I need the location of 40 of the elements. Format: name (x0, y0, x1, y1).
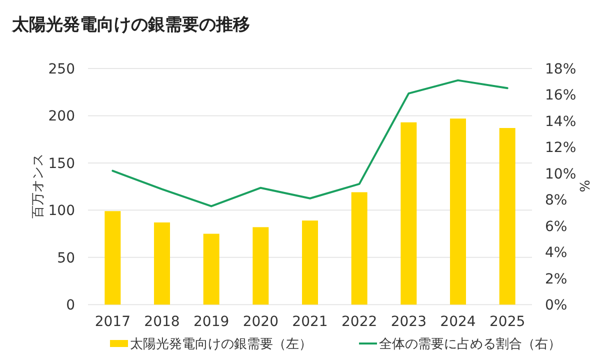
y-tick-label: 50 (57, 250, 75, 266)
y2-tick-label: 18% (545, 62, 576, 78)
x-tick-label: 2023 (390, 314, 426, 330)
chart-title: 太陽光発電向けの銀需要の推移 (11, 15, 250, 35)
bar (351, 192, 368, 305)
y2-tick-label: 6% (545, 218, 568, 235)
y-tick-label: 0 (66, 298, 75, 314)
bar (104, 211, 121, 305)
y-tick-label: 100 (48, 203, 75, 220)
bar (302, 220, 318, 305)
y-axis-title: 百万オンス (31, 154, 46, 218)
y2-tick-label: 14% (545, 114, 576, 130)
y2-tick-label: 12% (545, 140, 576, 156)
y-tick-label: 250 (48, 62, 75, 78)
bar (154, 222, 170, 305)
bar (499, 128, 516, 305)
y-tick-label: 200 (48, 108, 75, 125)
legend-label: 太陽光発電向けの銀需要（左） (130, 337, 312, 352)
legend-label: 全体の需要に占める割合（右） (379, 337, 561, 352)
x-tick-label: 2019 (194, 314, 230, 330)
bar (450, 118, 466, 305)
line-series (112, 79, 508, 208)
bar (203, 234, 220, 305)
bar (252, 227, 269, 305)
y2-tick-label: 4% (545, 245, 568, 262)
x-tick-label: 2017 (94, 314, 130, 330)
y2-tick-label: 2% (545, 271, 568, 288)
x-tick-label: 2024 (440, 314, 476, 330)
y-tick-label: 150 (48, 156, 75, 172)
y2-tick-label: 16% (545, 88, 576, 104)
y2-tick-label: 10% (545, 166, 576, 182)
bar (400, 122, 417, 305)
x-tick-label: 2018 (144, 314, 180, 330)
x-tick-label: 2020 (242, 314, 278, 330)
y2-tick-label: 8% (545, 192, 568, 209)
y2-axis-title: % (576, 180, 591, 192)
x-tick-label: 2025 (490, 314, 526, 330)
x-tick-label: 2021 (292, 314, 328, 330)
y2-tick-label: 0% (545, 298, 568, 314)
x-tick-label: 2022 (342, 314, 378, 330)
